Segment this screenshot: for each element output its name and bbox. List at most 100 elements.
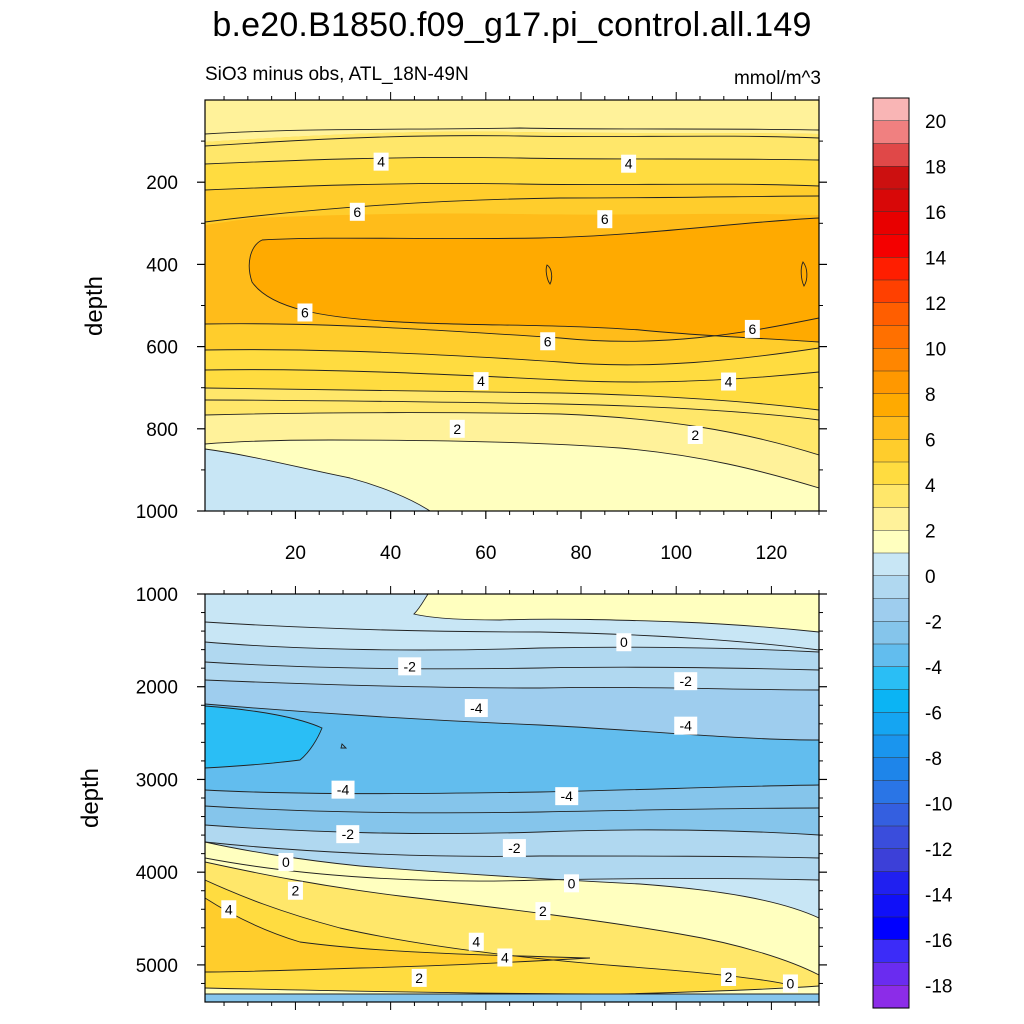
colorbar-tick-label: -20 (925, 1022, 952, 1024)
bottom-contour-fills (205, 594, 819, 1002)
colorbar-box (872, 484, 910, 509)
contour-label: 2 (539, 903, 547, 919)
contour-label-bg (721, 967, 737, 986)
top-x-axis: 20 40 60 80 100 120 (223, 92, 820, 564)
top-band-negative (205, 449, 430, 511)
contour-label: 0 (568, 875, 576, 891)
colorbar-tick-label: -14 (925, 885, 953, 906)
contour-label: 4 (477, 373, 485, 389)
contour-label-bg (674, 716, 698, 735)
contour-label: 4 (472, 934, 480, 950)
bot-band-m2 (205, 680, 819, 740)
colorbar-box (872, 985, 910, 1009)
x-tick-label: 60 (475, 543, 496, 564)
contour-label: 6 (748, 321, 756, 337)
colorbar-box (872, 211, 910, 236)
contour-label-bg (535, 902, 551, 921)
contour-label: 6 (353, 204, 361, 220)
top-band-1-2-shallow (205, 131, 819, 164)
top-y-axis: 200 400 600 800 1000 (136, 140, 827, 523)
colorbar-box (872, 689, 910, 713)
colorbar-tick-label: 2 (925, 521, 936, 542)
colorbar-tick-label: 6 (925, 430, 936, 451)
contour-label: 4 (225, 901, 233, 917)
colorbar-tick-label: 0 (925, 567, 936, 588)
contour-label: 0 (620, 634, 628, 650)
contour-label: 2 (415, 970, 423, 986)
colorbar-tick-label: -10 (925, 794, 952, 815)
colorbar-box (872, 552, 910, 577)
y-tick-label: 200 (146, 173, 178, 194)
bottom-contour-lines (205, 594, 819, 995)
colorbar-box (872, 370, 910, 395)
units-label: mmol/m^3 (733, 68, 821, 89)
contour-label: 6 (544, 333, 552, 349)
x-tick-label: 80 (570, 543, 591, 564)
figure-subtitle: SiO3 minus obs, ATL_18N-49N (205, 64, 469, 85)
y-tick-label: 400 (146, 255, 178, 276)
colorbar-box (872, 143, 910, 167)
contour-label: -4 (470, 700, 483, 716)
top-y-axis-title: depth (81, 276, 108, 336)
y-tick-label: 1000 (136, 585, 178, 606)
colorbar-box (872, 530, 910, 554)
bot-band-m3b (205, 785, 819, 835)
contour-label-bg (411, 968, 427, 987)
contour-label-bg (373, 152, 389, 171)
y-tick-label: 1000 (136, 502, 178, 523)
colorbar-box (872, 439, 910, 463)
colorbar: 20181614121086420-2-4-6-8-10-12-14-16-18… (872, 97, 953, 1024)
contour-label: 2 (292, 883, 300, 899)
colorbar-box (872, 393, 910, 418)
top-contour-labels: 4 4 6 6 6 6 6 4 4 2 2 (297, 152, 760, 444)
x-tick-label: 40 (380, 543, 401, 564)
colorbar-box (872, 302, 910, 327)
x-tick-label: 20 (285, 543, 306, 564)
colorbar-tick-label: 20 (925, 112, 946, 133)
contour-label-bg (674, 672, 698, 691)
contour-label: -2 (403, 658, 416, 674)
contour-label-bg (744, 319, 760, 338)
figure-title: b.e20.B1850.f09_g17.pi_control.all.149 (212, 6, 812, 44)
colorbar-tick-label: 10 (925, 339, 946, 360)
top-band-2-3-shallow (205, 157, 819, 190)
contour-label-bg (563, 874, 579, 893)
colorbar-tick-label: 18 (925, 157, 946, 178)
colorbar-tick-label: -2 (925, 612, 942, 633)
contour-label-bg (473, 372, 489, 391)
bot-band-4-plus (205, 898, 590, 972)
colorbar-box (872, 894, 910, 918)
colorbar-box (872, 234, 910, 258)
contour-label-bg (497, 948, 513, 967)
colorbar-box (872, 780, 910, 804)
x-tick-label: 100 (660, 543, 692, 564)
contour-label: 4 (625, 156, 633, 172)
contour-label-bg (464, 699, 488, 718)
colorbar-tick-label: 4 (925, 476, 936, 497)
colorbar-tick-label: 16 (925, 203, 946, 224)
colorbar-tick-label: 8 (925, 385, 936, 406)
x-tick-label: 120 (756, 543, 788, 564)
bottom-x-axis (223, 586, 820, 1010)
colorbar-tick-label: -18 (925, 976, 952, 997)
colorbar-box (872, 803, 910, 827)
contour-label: 0 (282, 854, 290, 870)
colorbar-box (872, 120, 910, 145)
colorbar-tick-label: -6 (925, 703, 942, 724)
y-tick-label: 600 (146, 338, 178, 359)
contour-label: 4 (501, 949, 509, 965)
contour-label-bg (687, 425, 703, 444)
contour-label-bg (721, 372, 737, 391)
contour-label-bg (555, 787, 579, 806)
contour-label-bg (468, 932, 484, 951)
colorbar-box (872, 575, 910, 600)
colorbar-box (872, 325, 910, 349)
bot-band-m3 (205, 704, 819, 794)
contour-label: -4 (561, 788, 574, 804)
bot-band-m5 (205, 706, 322, 768)
colorbar-box (872, 871, 910, 895)
contour-label-bg (597, 210, 613, 229)
